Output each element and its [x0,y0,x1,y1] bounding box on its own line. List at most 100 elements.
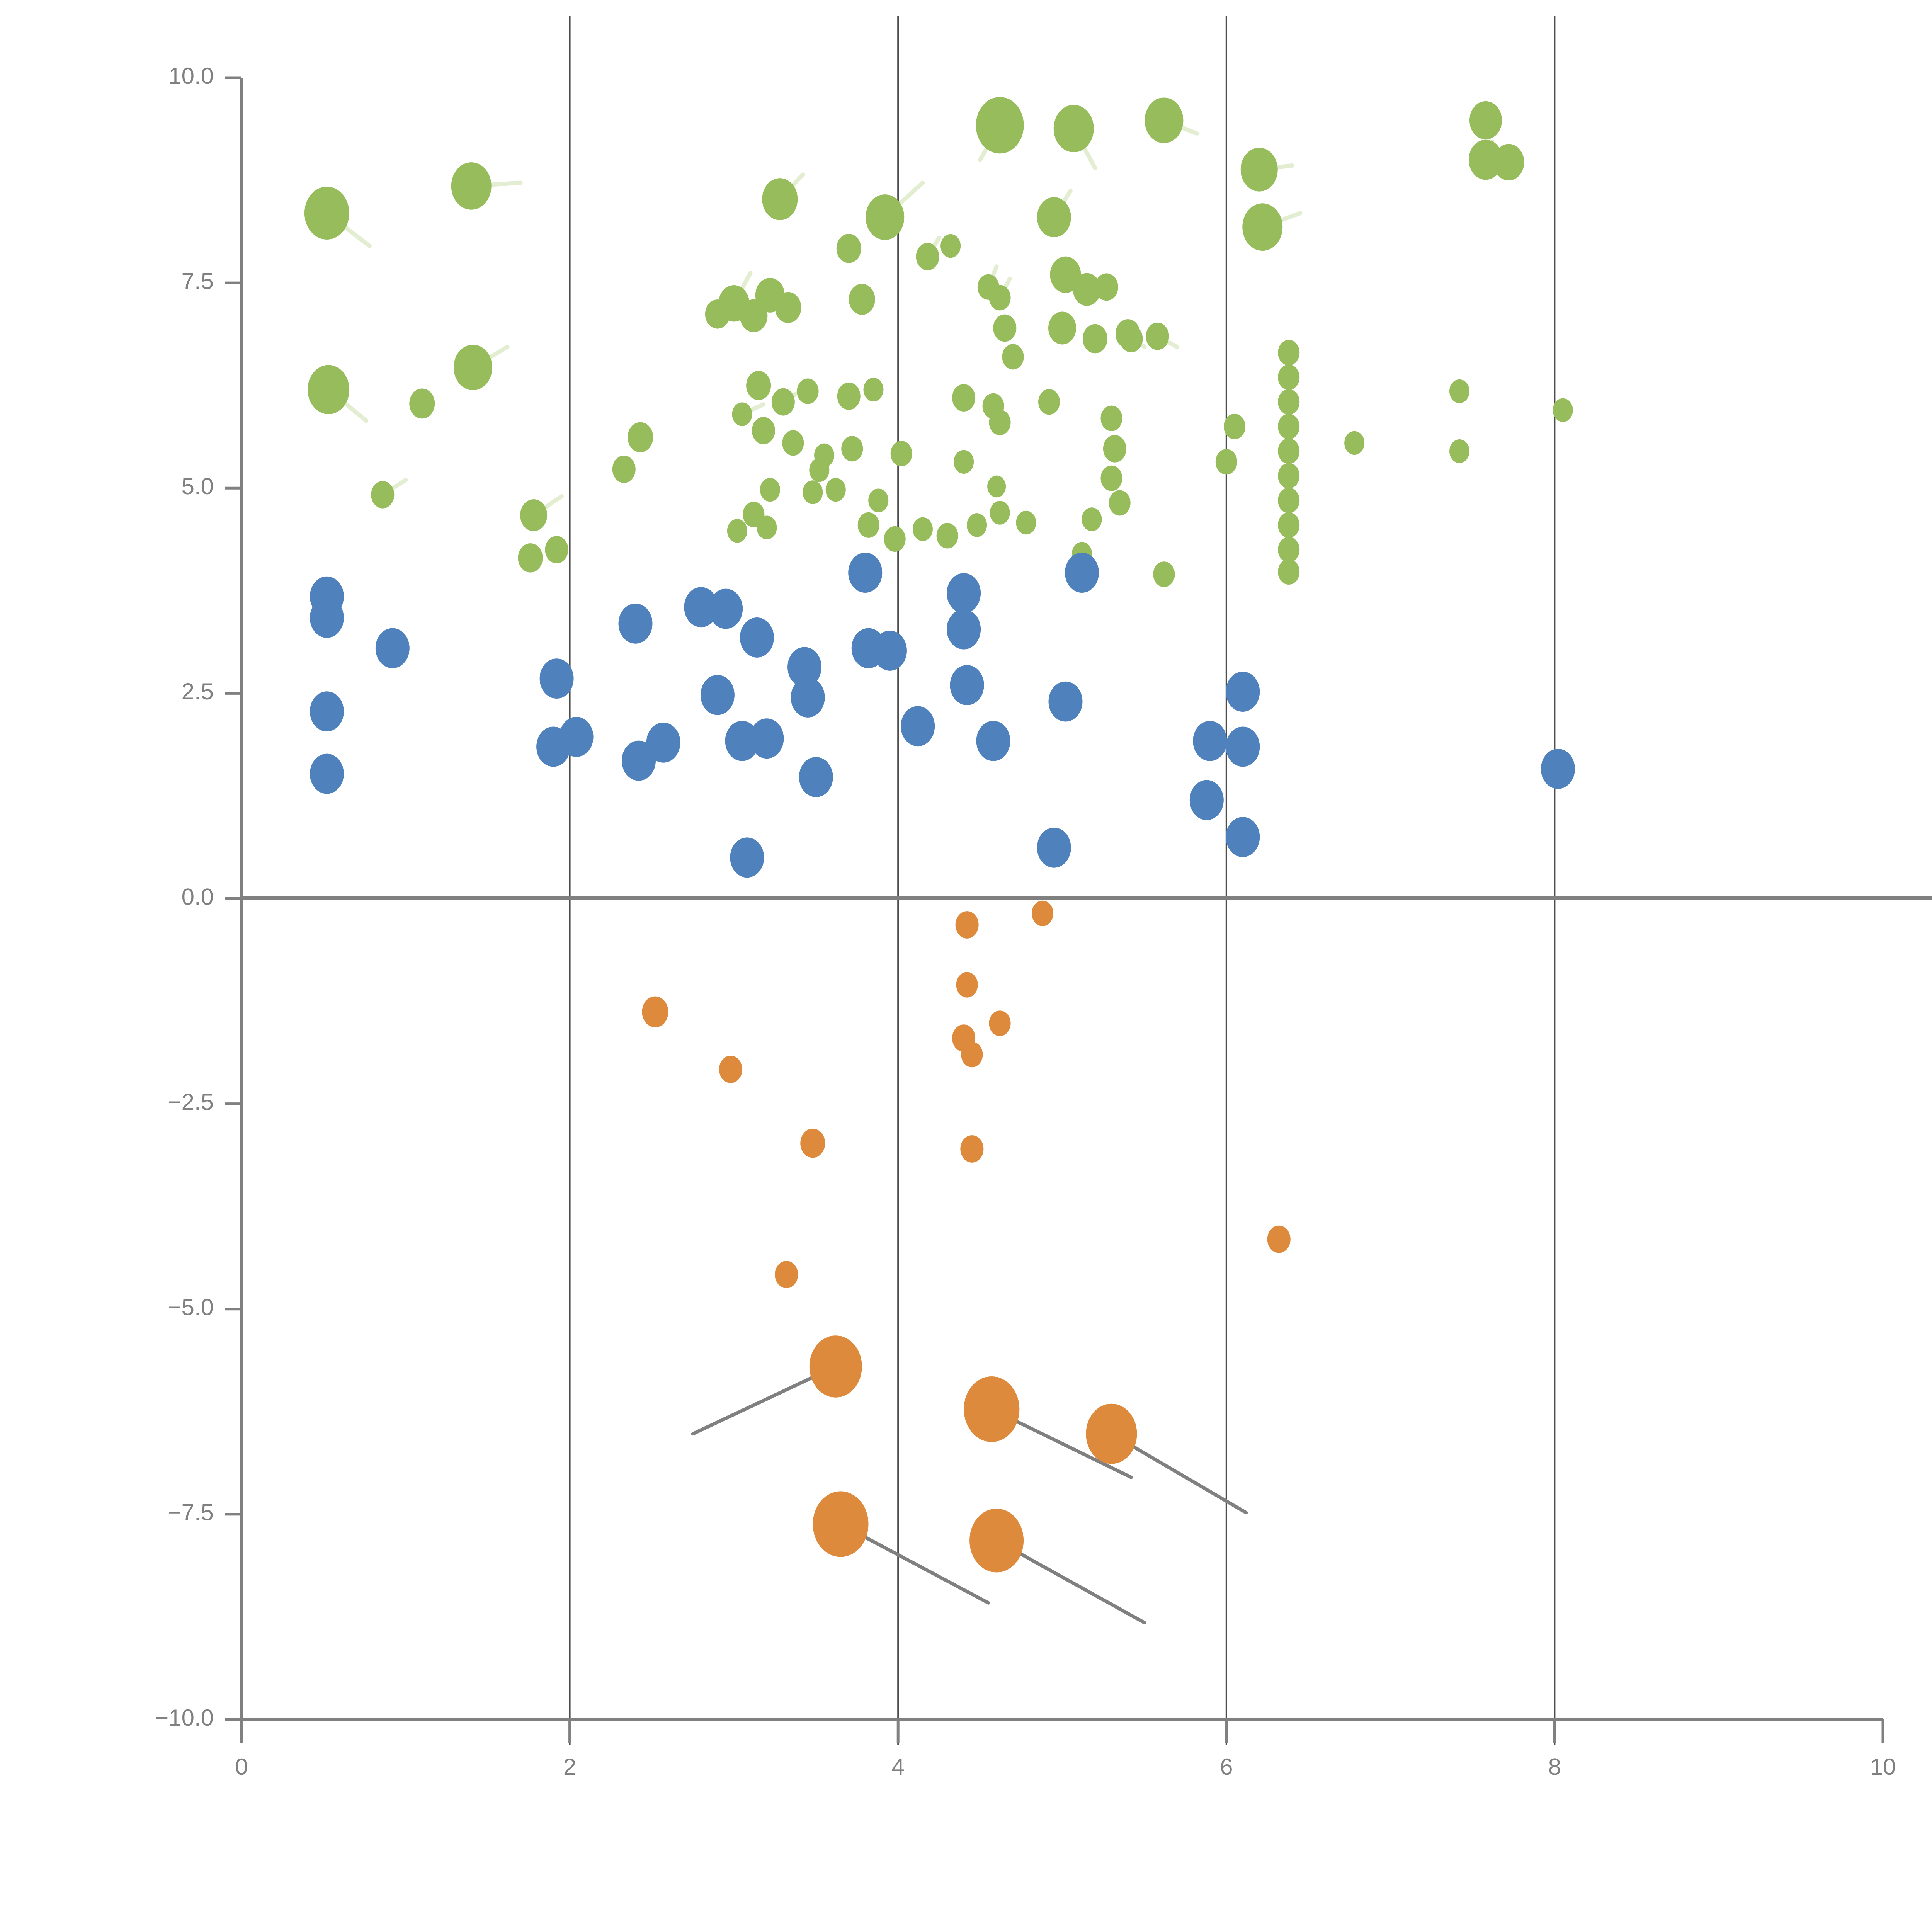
data-point-blue[interactable] [310,691,344,732]
data-point-green[interactable] [1344,431,1365,455]
data-point-blue[interactable] [559,717,594,757]
data-point-green[interactable] [752,417,775,444]
data-point-green[interactable] [1073,273,1101,306]
data-point-orange[interactable] [1086,1403,1137,1464]
data-point-green[interactable] [1100,465,1122,491]
data-point-green[interactable] [746,371,771,400]
data-point-green[interactable] [940,234,961,258]
data-point-green[interactable] [1038,389,1060,415]
data-point-blue[interactable] [646,722,680,763]
data-point-blue[interactable] [1193,721,1227,761]
data-point-orange[interactable] [964,1376,1020,1442]
data-point-blue[interactable] [872,630,907,671]
data-point-green[interactable] [1103,435,1126,463]
data-point-green[interactable] [1278,537,1300,563]
data-point-green[interactable] [976,97,1024,154]
data-point-blue[interactable] [310,598,344,638]
data-point-green[interactable] [1469,101,1502,140]
data-point-green[interactable] [409,388,435,419]
data-point-green[interactable] [1095,273,1118,301]
data-point-green[interactable] [453,344,492,390]
data-point-blue[interactable] [1037,827,1071,868]
data-point-blue[interactable] [799,757,833,797]
data-point-green[interactable] [1278,413,1300,439]
data-point-green[interactable] [809,458,830,482]
data-point-blue[interactable] [1541,748,1575,789]
data-point-blue[interactable] [618,603,653,644]
data-point-green[interactable] [841,436,863,462]
data-point-green[interactable] [1278,389,1300,415]
data-point-green[interactable] [916,243,939,270]
data-point-green[interactable] [1242,203,1283,251]
data-point-green[interactable] [1493,144,1524,181]
data-point-green[interactable] [1278,364,1300,390]
data-point-blue[interactable] [740,617,774,658]
data-point-green[interactable] [836,234,861,263]
data-point-orange[interactable] [813,1491,869,1557]
data-point-green[interactable] [884,526,906,552]
data-point-blue[interactable] [1189,780,1224,820]
data-point-orange[interactable] [955,911,979,939]
data-point-blue[interactable] [310,753,344,794]
data-point-green[interactable] [1119,325,1143,352]
data-point-green[interactable] [849,284,875,315]
data-point-green[interactable] [732,402,752,426]
data-point-green[interactable] [520,499,548,531]
data-point-green[interactable] [1278,438,1300,464]
data-point-green[interactable] [1145,97,1184,143]
data-point-blue[interactable] [750,718,784,759]
data-point-orange[interactable] [775,1261,798,1288]
data-point-green[interactable] [451,162,492,210]
data-point-orange[interactable] [800,1128,825,1158]
data-point-blue[interactable] [1226,817,1260,857]
data-point-green[interactable] [545,536,568,563]
data-point-green[interactable] [727,519,747,543]
data-point-green[interactable] [952,384,976,412]
data-point-green[interactable] [1449,379,1470,403]
data-point-green[interactable] [1278,559,1300,585]
data-point-green[interactable] [775,292,801,323]
data-point-blue[interactable] [375,628,410,668]
data-point-green[interactable] [308,365,350,415]
data-point-green[interactable] [1153,561,1175,587]
data-point-green[interactable] [1553,398,1573,422]
data-point-green[interactable] [863,378,884,401]
data-point-green[interactable] [1449,439,1470,463]
data-point-orange[interactable] [989,1010,1011,1036]
data-point-orange[interactable] [961,1042,983,1068]
data-point-green[interactable] [705,299,730,329]
data-point-green[interactable] [1048,311,1076,345]
data-point-orange[interactable] [719,1055,742,1083]
data-point-green[interactable] [1100,405,1122,431]
data-point-green[interactable] [890,440,912,467]
data-point-blue[interactable] [791,677,825,718]
data-point-green[interactable] [771,388,795,416]
data-point-green[interactable] [990,501,1010,525]
data-point-green[interactable] [989,410,1011,435]
data-point-green[interactable] [612,455,636,483]
data-point-green[interactable] [1278,340,1300,366]
data-point-blue[interactable] [730,837,764,878]
data-point-blue[interactable] [787,647,822,687]
data-point-green[interactable] [967,513,987,537]
data-point-blue[interactable] [1226,672,1260,712]
data-point-orange[interactable] [1032,900,1054,926]
data-point-green[interactable] [1109,490,1131,516]
data-point-green[interactable] [825,478,846,502]
data-point-blue[interactable] [700,675,735,715]
data-point-green[interactable] [1278,463,1300,489]
data-point-blue[interactable] [1048,681,1083,722]
data-point-blue[interactable] [684,587,718,628]
data-point-green[interactable] [1053,105,1094,153]
data-point-orange[interactable] [969,1509,1024,1573]
data-point-orange[interactable] [809,1335,862,1398]
data-point-blue[interactable] [950,665,984,706]
data-point-green[interactable] [1215,449,1237,475]
data-point-orange[interactable] [642,996,668,1027]
data-point-green[interactable] [1082,507,1102,531]
data-point-blue[interactable] [539,658,574,699]
data-point-green[interactable] [757,515,777,539]
data-point-green[interactable] [868,488,889,512]
data-point-green[interactable] [1240,148,1278,192]
data-point-green[interactable] [1468,139,1503,180]
